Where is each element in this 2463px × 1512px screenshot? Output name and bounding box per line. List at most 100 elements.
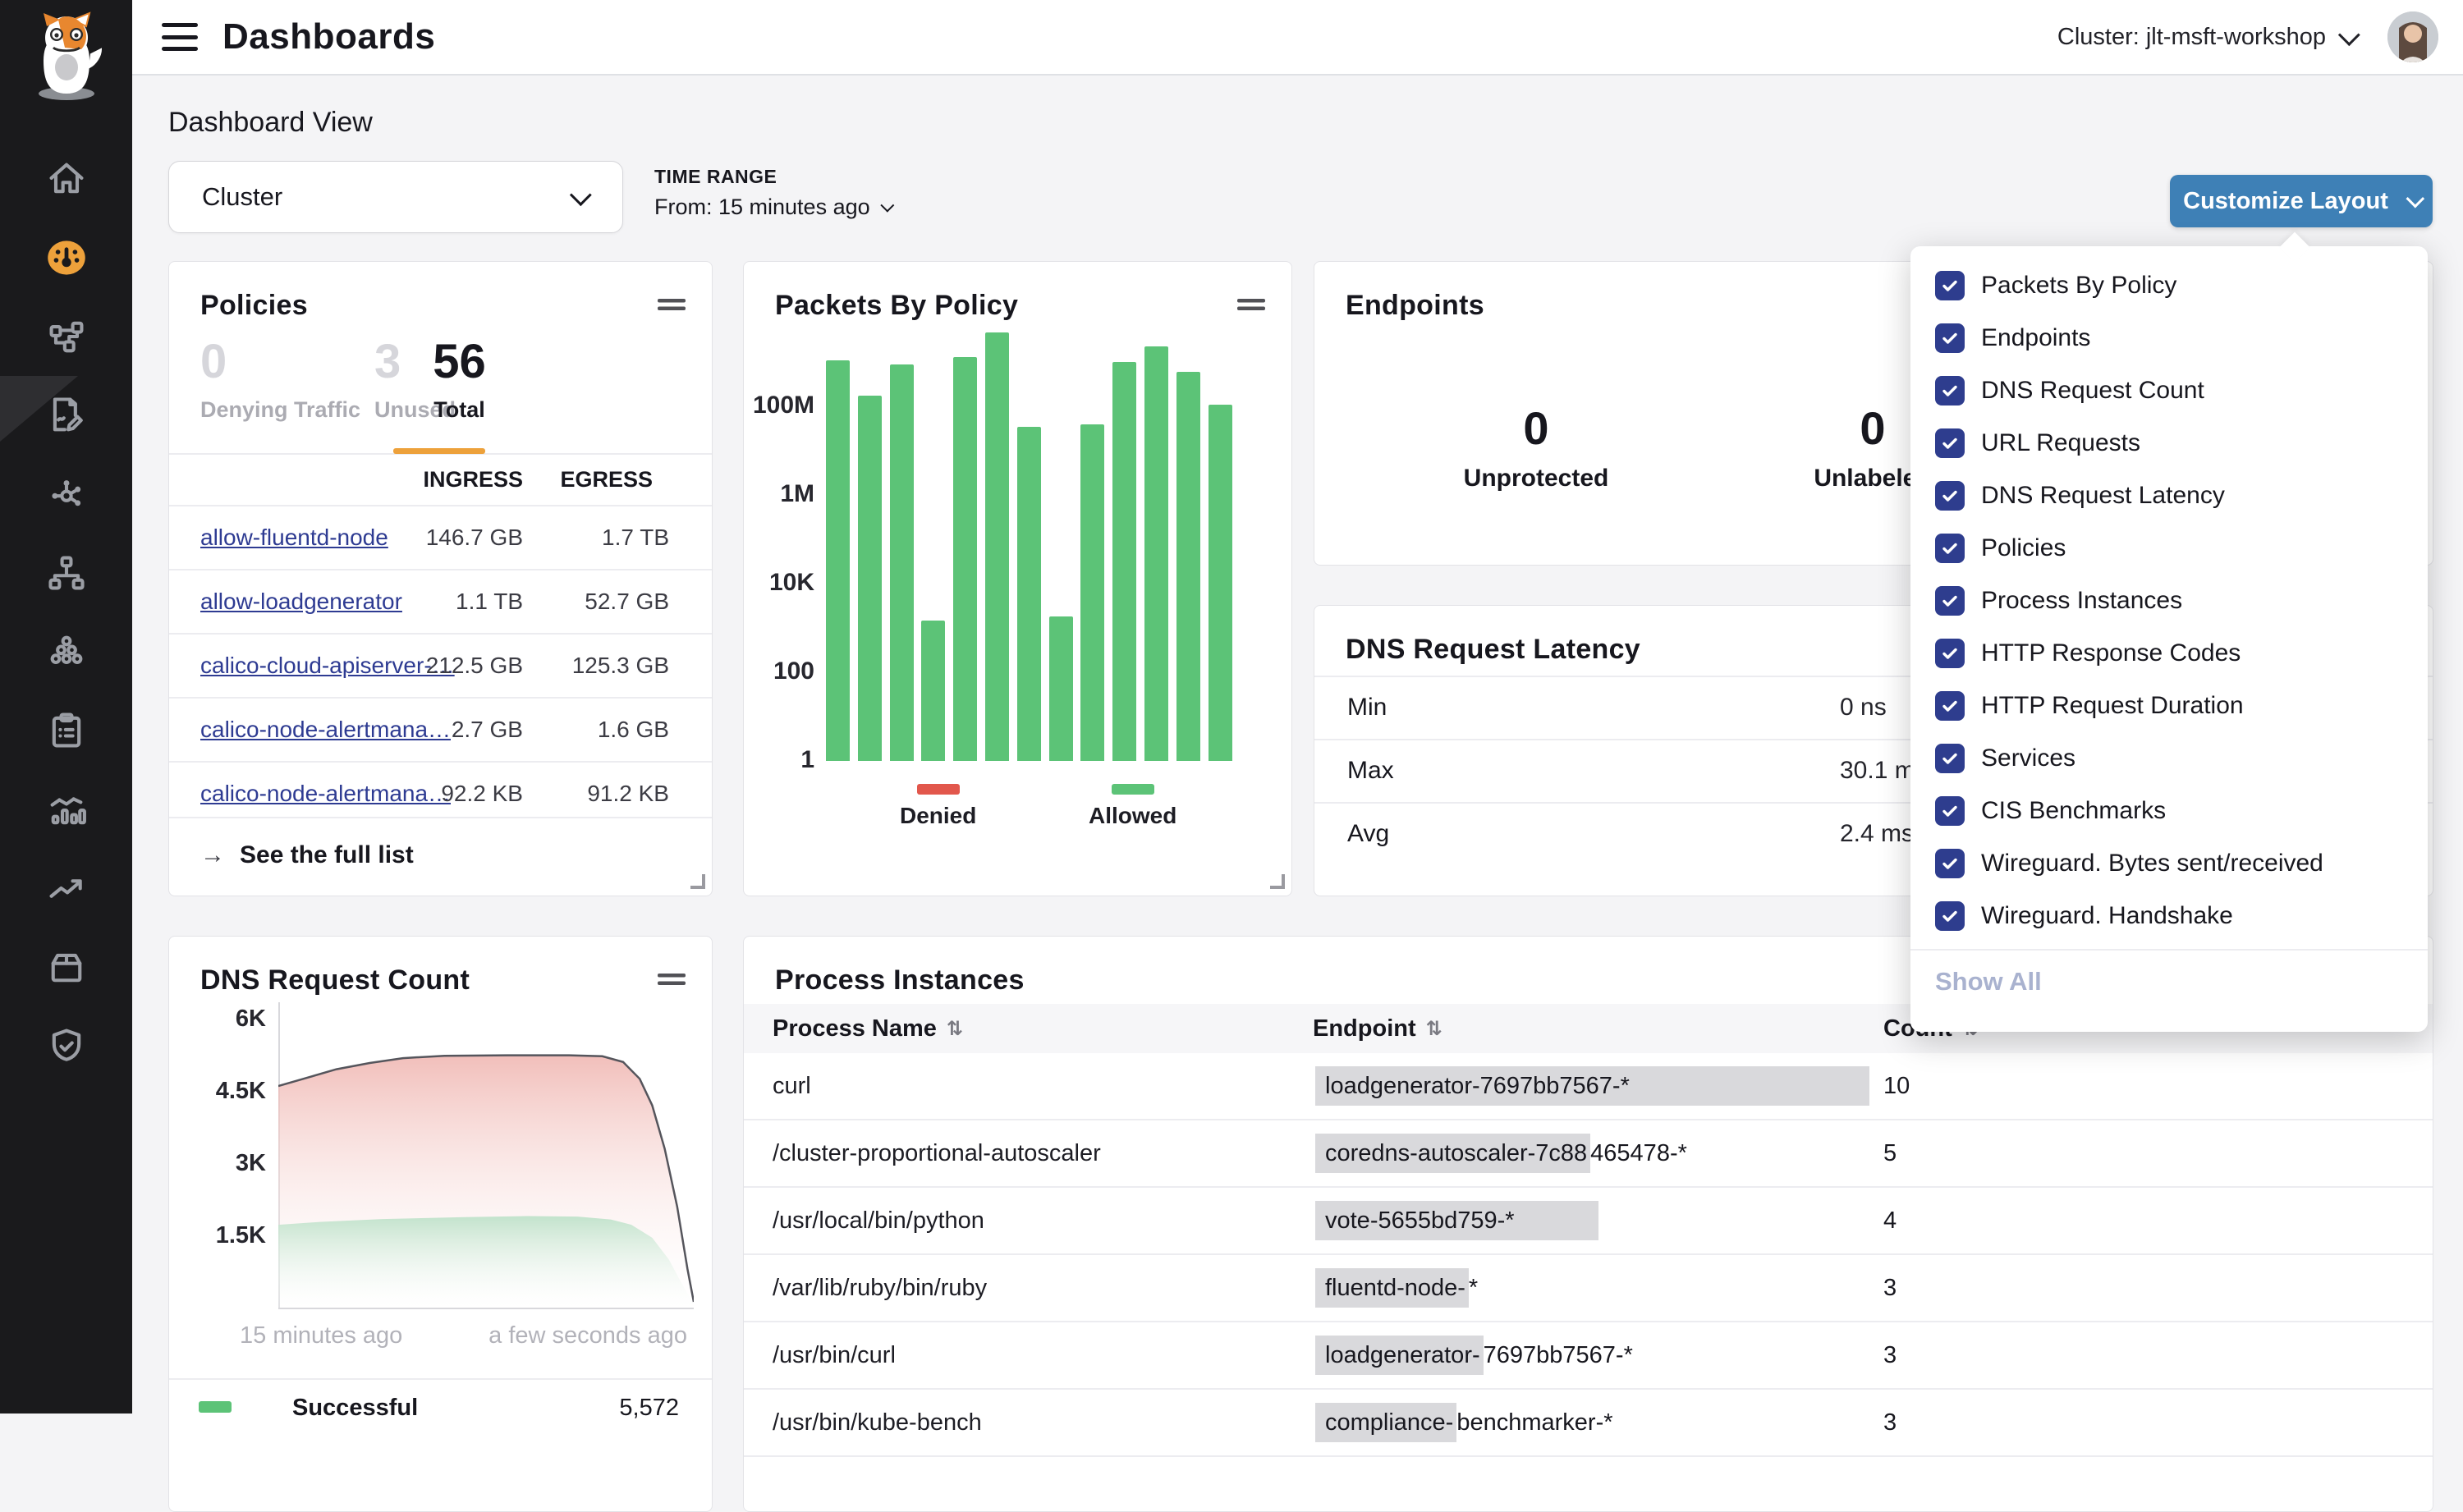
column-header-egress: EGRESS xyxy=(560,467,653,493)
process-row[interactable]: /usr/local/bin/python vote-5655bd759-* 4 xyxy=(744,1188,2433,1255)
chevron-down-icon xyxy=(880,198,894,212)
allowed-bar[interactable] xyxy=(1144,346,1168,761)
stat-unprotected[interactable]: 0 Unprotected xyxy=(1413,401,1659,493)
drag-handle-icon[interactable] xyxy=(1237,298,1265,317)
process-row[interactable]: /usr/bin/curl loadgenerator-7697bb7567-*… xyxy=(744,1322,2433,1390)
drag-handle-icon[interactable] xyxy=(658,973,686,992)
resize-handle[interactable] xyxy=(690,874,705,889)
time-range[interactable]: TIME RANGE From: 15 minutes ago xyxy=(654,166,890,220)
policy-name-link[interactable]: allow-loadgenerator xyxy=(200,589,402,615)
drag-handle-icon[interactable] xyxy=(658,298,686,317)
policy-name-link[interactable]: calico-cloud-apiserver-… xyxy=(200,653,455,679)
customize-menu-item[interactable]: HTTP Request Duration xyxy=(1910,680,2428,732)
customize-menu-item[interactable]: Wireguard. Bytes sent/received xyxy=(1910,837,2428,890)
clipboard-report-icon[interactable] xyxy=(0,691,132,770)
sort-icon[interactable]: ⇅ xyxy=(947,1017,963,1041)
customize-menu-item[interactable]: CIS Benchmarks xyxy=(1910,785,2428,837)
allowed-bar[interactable] xyxy=(985,332,1009,761)
policy-edit-icon[interactable] xyxy=(0,376,132,455)
checkbox-checked-icon[interactable] xyxy=(1935,849,1965,878)
calico-cat-logo[interactable] xyxy=(27,11,106,102)
customize-menu-item[interactable]: HTTP Response Codes xyxy=(1910,627,2428,680)
checkbox-checked-icon[interactable] xyxy=(1935,796,1965,826)
customize-menu-item[interactable]: Policies xyxy=(1910,522,2428,575)
process-row[interactable]: /cluster-proportional-autoscaler coredns… xyxy=(744,1120,2433,1188)
sort-icon[interactable]: ⇅ xyxy=(1426,1017,1442,1041)
endpoint-highlight: coredns-autoscaler-7c88 xyxy=(1315,1134,1590,1173)
allowed-bar[interactable] xyxy=(1049,616,1073,761)
allowed-bar[interactable] xyxy=(1017,427,1041,761)
y-axis-tick-label: 1M xyxy=(744,480,814,508)
allowed-bar[interactable] xyxy=(1080,424,1104,761)
customize-menu-item[interactable]: Packets By Policy xyxy=(1910,259,2428,312)
legend-item-denied[interactable]: Denied xyxy=(900,784,976,829)
policy-name-link[interactable]: allow-fluentd-node xyxy=(200,525,388,551)
process-row[interactable]: /usr/bin/kube-bench compliance-benchmark… xyxy=(744,1390,2433,1457)
allowed-bar[interactable] xyxy=(953,357,977,761)
checkbox-checked-icon[interactable] xyxy=(1935,323,1965,353)
policy-name-link[interactable]: calico-node-alertmana… xyxy=(200,781,451,807)
legend-item-allowed[interactable]: Allowed xyxy=(1089,784,1176,829)
customize-menu-item[interactable]: Services xyxy=(1910,732,2428,785)
checkbox-checked-icon[interactable] xyxy=(1935,428,1965,458)
allowed-bar[interactable] xyxy=(1209,405,1232,761)
x-axis-label-left: 15 minutes ago xyxy=(240,1322,402,1349)
allowed-bar[interactable] xyxy=(826,360,850,761)
allowed-bar[interactable] xyxy=(921,621,945,761)
checkbox-checked-icon[interactable] xyxy=(1935,376,1965,405)
process-endpoint: coredns-autoscaler-7c88465478-* xyxy=(1315,1134,1697,1174)
checkbox-checked-icon[interactable] xyxy=(1935,534,1965,563)
checkbox-checked-icon[interactable] xyxy=(1935,744,1965,773)
stat-total[interactable]: 56 Total xyxy=(412,334,507,423)
stat-denying-traffic[interactable]: 0 Denying Traffic xyxy=(200,334,360,423)
allowed-bar[interactable] xyxy=(858,396,882,761)
show-all-button[interactable]: Show All xyxy=(1935,967,2042,997)
nodes-cluster-icon[interactable] xyxy=(0,612,132,691)
policy-egress-value: 1.6 GB xyxy=(598,717,669,743)
checkbox-checked-icon[interactable] xyxy=(1935,691,1965,721)
menu-item-label: Wireguard. Bytes sent/received xyxy=(1981,850,2323,877)
network-tree-icon[interactable] xyxy=(0,297,132,376)
dashboard-view-select[interactable]: Cluster xyxy=(168,161,623,233)
policy-ingress-value: 92.2 KB xyxy=(441,781,523,807)
sidebar xyxy=(0,0,132,1413)
shield-check-icon[interactable] xyxy=(0,1006,132,1085)
see-full-list-link[interactable]: →See the full list xyxy=(200,841,414,869)
resize-handle[interactable] xyxy=(1270,874,1285,889)
process-row[interactable]: curl loadgenerator-7697bb7567-* 10 xyxy=(744,1053,2433,1120)
trend-up-icon[interactable] xyxy=(0,849,132,928)
service-graph-icon[interactable] xyxy=(0,455,132,534)
column-header-process-name[interactable]: Process Name ⇅ xyxy=(773,1015,963,1042)
stats-chart-icon[interactable] xyxy=(0,770,132,849)
cluster-selector[interactable]: Cluster: jlt-msft-workshop xyxy=(2057,24,2355,51)
customize-menu-item[interactable]: URL Requests xyxy=(1910,417,2428,470)
customize-menu-item[interactable]: Wireguard. Handshake xyxy=(1910,890,2428,942)
customize-menu-item[interactable]: DNS Request Latency xyxy=(1910,470,2428,522)
allowed-bar[interactable] xyxy=(890,364,914,761)
column-header-endpoint[interactable]: Endpoint ⇅ xyxy=(1313,1015,1442,1042)
checkbox-checked-icon[interactable] xyxy=(1935,639,1965,668)
customize-menu-item[interactable]: Endpoints xyxy=(1910,312,2428,364)
sitemap-icon[interactable] xyxy=(0,534,132,612)
y-axis-tick-label: 10K xyxy=(744,569,814,597)
checkbox-checked-icon[interactable] xyxy=(1935,271,1965,300)
process-name: /var/lib/ruby/bin/ruby xyxy=(773,1275,987,1302)
customize-menu-item[interactable]: Process Instances xyxy=(1910,575,2428,627)
dns-legend-row[interactable]: Successful 5,572 xyxy=(169,1380,712,1437)
policy-name-link[interactable]: calico-node-alertmana… xyxy=(200,717,451,743)
home-icon[interactable] xyxy=(0,140,132,218)
dashboard-gauge-icon[interactable] xyxy=(0,218,132,297)
endpoint-rest: 7697bb7567-* xyxy=(1484,1336,1643,1375)
allowed-bar[interactable] xyxy=(1112,362,1136,761)
checkbox-checked-icon[interactable] xyxy=(1935,901,1965,931)
customize-menu-item[interactable]: DNS Request Count xyxy=(1910,364,2428,417)
hamburger-menu-icon[interactable] xyxy=(162,23,198,51)
package-box-icon[interactable] xyxy=(0,928,132,1006)
checkbox-checked-icon[interactable] xyxy=(1935,586,1965,616)
legend-swatch xyxy=(917,784,960,795)
allowed-bar[interactable] xyxy=(1176,372,1200,761)
process-row[interactable]: /var/lib/ruby/bin/ruby fluentd-node-* 3 xyxy=(744,1255,2433,1322)
checkbox-checked-icon[interactable] xyxy=(1935,481,1965,511)
customize-layout-button[interactable]: Customize Layout xyxy=(2170,175,2433,227)
avatar[interactable] xyxy=(2387,11,2438,62)
